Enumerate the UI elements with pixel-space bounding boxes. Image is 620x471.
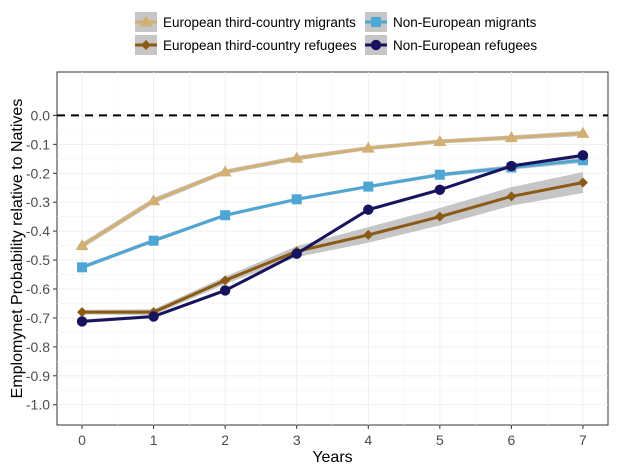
x-axis-title: Years — [312, 449, 352, 466]
y-tick-label: -0.8 — [26, 339, 50, 355]
legend-item-0: European third-country migrants — [135, 12, 356, 32]
data-point-s0-x2 — [218, 165, 232, 177]
data-point-s0-x0 — [75, 239, 89, 251]
y-tick-label: 0.0 — [31, 107, 51, 123]
grid-lines — [57, 72, 608, 425]
series-0 — [75, 126, 590, 251]
legend-label: European third-country refugees — [163, 38, 357, 53]
legend-key-marker — [141, 40, 151, 50]
data-point-s1-x4 — [363, 181, 374, 192]
legend-key-marker — [370, 39, 382, 51]
data-point-s1-x2 — [220, 210, 231, 221]
x-tick-label: 7 — [579, 432, 587, 448]
legend-label: Non-European refugees — [393, 38, 537, 53]
data-point-s0-x7 — [576, 126, 590, 138]
data-point-s0-x1 — [147, 194, 161, 206]
data-point-s1-x5 — [434, 169, 445, 180]
data-point-s3-x6 — [506, 160, 517, 172]
x-axis: 0 1 2 3 4 5 6 7 — [78, 425, 587, 448]
y-tick-label: -0.3 — [26, 194, 50, 210]
data-point-s3-x5 — [434, 184, 446, 195]
series-line-3 — [81, 153, 584, 323]
data-point-s2-x4 — [363, 229, 374, 240]
y-tick-label: -0.9 — [26, 368, 50, 384]
x-tick-label: 3 — [293, 432, 301, 448]
series-3 — [76, 150, 589, 327]
data-point-s3-x1 — [148, 311, 159, 322]
data-point-s1-x0 — [77, 262, 88, 273]
data-point-s2-x6 — [506, 191, 517, 202]
series-line-2 — [82, 181, 584, 314]
data-point-s3-x3 — [291, 248, 302, 259]
data-point-s3-x4 — [363, 204, 374, 215]
x-tick-label: 2 — [221, 432, 229, 448]
data-point-s3-x0 — [76, 316, 88, 327]
legend-label: Non-European migrants — [393, 15, 537, 30]
data-point-s0-x5 — [433, 134, 447, 146]
legend: European third-country migrants Non-Europ… — [135, 12, 537, 55]
data-point-s1-x3 — [291, 194, 302, 205]
data-point-s3-x2 — [219, 285, 231, 296]
legend-item-3: Non-European refugees — [365, 35, 537, 55]
y-tick-label: -0.7 — [26, 310, 50, 326]
y-tick-label: -0.6 — [26, 281, 50, 297]
x-tick-label: 4 — [364, 432, 372, 448]
legend-key-marker — [371, 17, 381, 27]
data-point-s2-x2 — [220, 275, 231, 286]
series-group — [75, 126, 590, 327]
legend-key-marker — [139, 15, 153, 27]
x-tick-label: 0 — [78, 432, 86, 448]
data-point-s3-x7 — [577, 150, 589, 161]
y-tick-label: -0.4 — [26, 223, 50, 239]
y-axis-title: Emplomynet Probability relative to Nativ… — [9, 99, 26, 399]
y-tick-label: -0.1 — [26, 136, 50, 152]
x-tick-label: 1 — [150, 432, 158, 448]
data-point-s2-x7 — [577, 177, 588, 188]
data-point-s2-x0 — [77, 307, 88, 318]
y-tick-label: -0.5 — [26, 252, 50, 268]
data-point-s0-x6 — [504, 131, 518, 143]
x-tick-label: 5 — [436, 432, 444, 448]
data-point-s0-x4 — [361, 141, 375, 153]
y-tick-label: -0.2 — [26, 165, 50, 181]
legend-item-1: Non-European migrants — [365, 12, 537, 32]
legend-label: European third-country migrants — [163, 15, 356, 30]
x-tick-label: 6 — [507, 432, 515, 448]
data-point-s1-x1 — [148, 235, 159, 246]
series-2 — [77, 177, 588, 318]
data-point-s0-x3 — [290, 151, 304, 163]
data-point-s2-x5 — [434, 211, 445, 222]
legend-item-2: European third-country refugees — [135, 35, 357, 55]
y-tick-label: -1.0 — [26, 397, 50, 413]
series-line-0 — [81, 131, 584, 247]
y-axis: 0.0 -0.1 -0.2 -0.3 -0.4 -0.5 -0.6 -0.7 -0.8 -0.9 -… — [26, 107, 57, 413]
